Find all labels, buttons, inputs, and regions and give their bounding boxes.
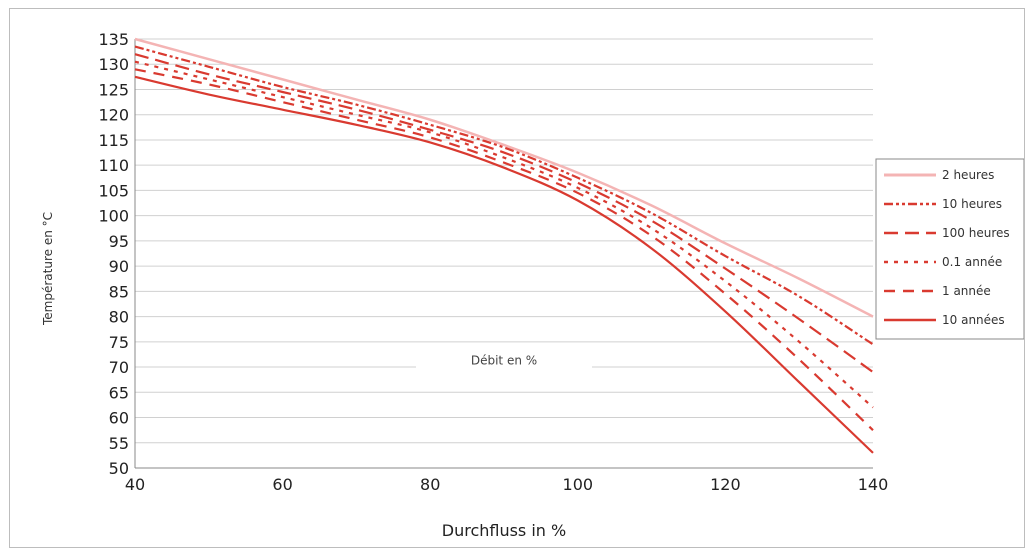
y-tick-label-3: 65 xyxy=(109,383,129,402)
y-tick-label-14: 120 xyxy=(98,106,129,125)
y-tick-label-10: 100 xyxy=(98,207,129,226)
y-tick-label-8: 90 xyxy=(109,257,129,276)
legend: 2 heures 10 heures 100 heures 0.1 année 1 an… xyxy=(875,158,1024,340)
annotation-label: Débit en % xyxy=(471,353,537,367)
legend-box xyxy=(875,158,1024,340)
x-tick-label-2: 80 xyxy=(420,475,440,494)
y-tick-label-7: 85 xyxy=(109,282,129,301)
y-tick-label-17: 135 xyxy=(98,30,129,49)
line-chart: 50 55 60 65 70 75 80 85 90 95 100 105 110 115 120 125 13… xyxy=(41,30,1024,540)
legend-label-3: 0.1 année xyxy=(942,255,1002,269)
chart-frame: 50 55 60 65 70 75 80 85 90 95 100 105 110 115 120 125 13… xyxy=(9,8,1025,548)
y-tick-label-2: 60 xyxy=(109,409,129,428)
series-line-2 xyxy=(134,53,874,373)
annotation: Débit en % xyxy=(416,352,592,369)
y-tick-labels: 50 55 60 65 70 75 80 85 90 95 100 105 110 115 120 125 13… xyxy=(98,30,129,478)
series-line-3 xyxy=(134,60,874,409)
y-tick-label-4: 70 xyxy=(109,358,129,377)
x-tick-label-3: 100 xyxy=(563,475,594,494)
legend-label-5: 10 années xyxy=(942,313,1005,327)
legend-label-2: 100 heures xyxy=(942,226,1010,240)
series-line-1 xyxy=(134,45,874,346)
legend-label-1: 10 heures xyxy=(942,197,1002,211)
x-tick-label-0: 40 xyxy=(125,475,145,494)
grid-lines xyxy=(135,38,873,469)
y-tick-label-6: 80 xyxy=(109,308,129,327)
series-line-4 xyxy=(134,68,874,431)
y-tick-label-13: 115 xyxy=(98,131,129,150)
x-tick-label-5: 140 xyxy=(858,475,889,494)
x-tick-label-4: 120 xyxy=(710,475,741,494)
y-tick-label-11: 105 xyxy=(98,181,129,200)
x-axis-title: Durchfluss in % xyxy=(442,521,566,540)
y-tick-label-16: 130 xyxy=(98,55,129,74)
y-tick-label-12: 110 xyxy=(98,156,129,175)
y-tick-label-5: 75 xyxy=(109,333,129,352)
y-tick-label-0: 50 xyxy=(109,459,129,478)
y-axis-title: Température en °C xyxy=(41,212,55,326)
x-tick-labels: 40 60 80 100 120 140 xyxy=(125,475,888,494)
series-lines xyxy=(134,37,874,454)
y-tick-label-9: 95 xyxy=(109,232,129,251)
legend-label-4: 1 année xyxy=(942,284,991,298)
axes xyxy=(134,39,873,469)
annotation-background xyxy=(416,352,592,369)
y-tick-label-1: 55 xyxy=(109,434,129,453)
legend-label-0: 2 heures xyxy=(942,168,994,182)
series-line-5 xyxy=(134,75,874,454)
y-tick-label-15: 125 xyxy=(98,80,129,99)
series-line-0 xyxy=(134,37,874,318)
x-tick-label-1: 60 xyxy=(272,475,292,494)
